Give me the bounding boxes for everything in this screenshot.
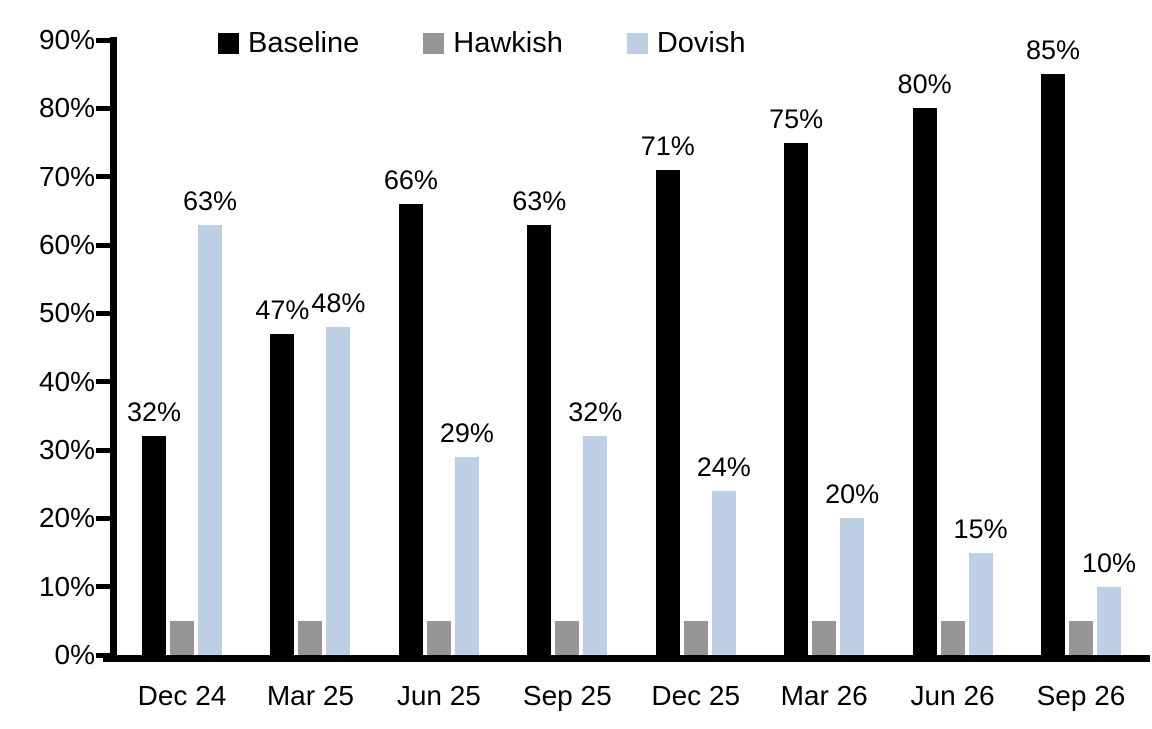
x-category-label-dec-25: Dec 25 (651, 680, 741, 711)
bar-hawkish-dec-24 (170, 620, 194, 655)
legend-label: Dovish (656, 27, 746, 59)
bar-baseline-sep-26 (1041, 74, 1065, 655)
bar-baseline-jun-26 (912, 108, 937, 655)
y-tick-mark (96, 242, 110, 248)
bar-baseline-sep-25 (527, 224, 552, 655)
bar-dovish-jun-25 (454, 456, 479, 655)
data-label-dovish-dec-24: 63% (182, 185, 238, 216)
bar-dovish-dec-25 (711, 491, 736, 655)
x-category-label-jun-25: Jun 25 (396, 680, 481, 711)
bar-baseline-jun-25 (398, 204, 423, 655)
data-label-dovish-sep-26: 10% (1081, 547, 1137, 578)
bar-dovish-mar-25 (326, 327, 351, 655)
x-category-label-sep-26: Sep 26 (1036, 680, 1126, 711)
data-label-baseline-mar-25: 47% (255, 294, 310, 325)
bar-hawkish-dec-25 (683, 620, 708, 655)
bar-baseline-mar-26 (784, 142, 809, 655)
data-label-dovish-sep-25: 32% (568, 397, 623, 428)
data-label-baseline-sep-25: 63% (512, 185, 567, 216)
y-tick-mark (96, 584, 110, 590)
y-tick-label: 10% (38, 570, 95, 602)
y-tick-mark (96, 37, 110, 43)
x-category-label-sep-25: Sep 25 (522, 680, 612, 711)
bar-baseline-mar-25 (270, 333, 295, 655)
bar-hawkish-sep-25 (555, 620, 580, 655)
y-tick-mark (96, 105, 110, 111)
y-tick-mark (96, 310, 110, 316)
legend-item-dovish: Dovish (626, 26, 746, 60)
bar-dovish-dec-24 (198, 224, 222, 655)
y-tick-label: 90% (38, 24, 95, 55)
data-label-dovish-mar-26: 20% (825, 479, 880, 510)
legend-item-hawkish: Hawkish (423, 26, 563, 60)
data-label-baseline-dec-24: 32% (126, 397, 182, 428)
data-label-baseline-dec-25: 71% (640, 130, 695, 161)
x-category-label-jun-26: Jun 26 (910, 680, 995, 711)
legend-swatch-icon (218, 32, 239, 54)
data-label-dovish-mar-25: 48% (311, 288, 366, 318)
x-category-label-dec-24: Dec 24 (137, 680, 227, 711)
y-tick-mark (96, 379, 110, 385)
bar-dovish-sep-25 (583, 436, 608, 655)
bar-dovish-mar-26 (840, 518, 865, 655)
data-label-dovish-jun-25: 29% (439, 417, 494, 448)
bar-hawkish-mar-26 (812, 620, 837, 655)
legend-item-baseline: Baseline (218, 26, 359, 60)
bar-hawkish-mar-25 (298, 620, 323, 655)
y-tick-label: 30% (38, 434, 95, 465)
y-tick-label: 70% (38, 160, 95, 192)
bar-baseline-dec-25 (655, 169, 680, 655)
chart-legend: Baseline Hawkish Dovish (218, 26, 746, 60)
data-label-dovish-dec-25: 24% (696, 452, 751, 482)
data-label-dovish-jun-26: 15% (953, 513, 1008, 544)
y-tick-label: 20% (38, 502, 95, 534)
data-label-baseline-mar-26: 75% (769, 103, 824, 134)
y-tick-label: 40% (38, 365, 95, 397)
legend-swatch-icon (626, 32, 648, 54)
bar-dovish-jun-26 (968, 552, 993, 655)
bar-hawkish-jun-25 (426, 620, 451, 655)
y-tick-mark (96, 447, 110, 453)
bar-dovish-sep-26 (1097, 586, 1121, 655)
data-label-baseline-jun-25: 66% (383, 165, 438, 195)
legend-swatch-icon (423, 32, 445, 54)
x-axis-line (103, 655, 1150, 662)
bar-hawkish-sep-26 (1069, 620, 1093, 655)
bar-hawkish-jun-26 (940, 620, 965, 655)
y-tick-label: 0% (54, 639, 95, 670)
y-tick-mark (96, 174, 110, 180)
y-tick-label: 50% (38, 297, 95, 329)
y-tick-label: 60% (38, 229, 95, 260)
data-label-baseline-jun-26: 80% (897, 69, 952, 100)
data-label-baseline-sep-26: 85% (1025, 35, 1081, 66)
bar-baseline-dec-24 (142, 436, 166, 655)
y-tick-label: 80% (38, 92, 95, 124)
legend-label: Hawkish (453, 27, 563, 59)
legend-label: Baseline (248, 27, 360, 59)
x-category-label-mar-26: Mar 26 (780, 680, 868, 711)
y-axis-line (110, 37, 117, 662)
y-tick-mark (96, 515, 110, 521)
x-category-label-mar-25: Mar 25 (266, 680, 354, 711)
